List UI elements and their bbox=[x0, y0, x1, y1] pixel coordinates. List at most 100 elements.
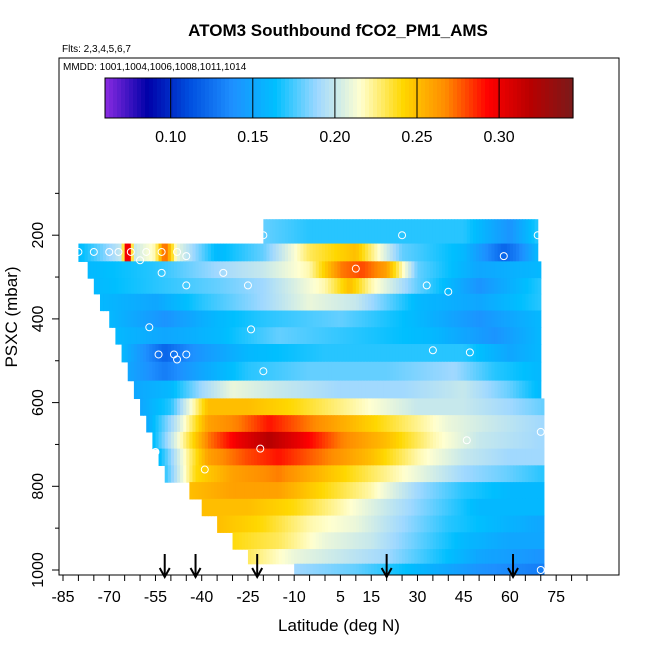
heatmap-cell bbox=[167, 465, 172, 483]
heatmap-cell bbox=[232, 515, 237, 533]
heatmap-cell bbox=[500, 482, 505, 500]
heatmap-cell bbox=[494, 219, 499, 245]
heatmap-cell bbox=[167, 278, 172, 295]
heatmap-cell bbox=[272, 415, 277, 433]
colorbar-swatch bbox=[185, 78, 190, 118]
heatmap-cell bbox=[368, 465, 372, 483]
heatmap-cell bbox=[485, 219, 489, 245]
heatmap-cell bbox=[420, 532, 425, 550]
heatmap-cell bbox=[513, 482, 517, 500]
heatmap-cell bbox=[463, 278, 468, 295]
heatmap-cell bbox=[525, 278, 530, 295]
heatmap-cell bbox=[389, 515, 394, 533]
heatmap-cell bbox=[300, 532, 305, 550]
heatmap-cell bbox=[257, 278, 261, 295]
heatmap-cell bbox=[346, 219, 351, 245]
heatmap-cell bbox=[525, 515, 530, 533]
heatmap-cell bbox=[257, 344, 261, 363]
heatmap-cell bbox=[349, 563, 354, 575]
heatmap-cell bbox=[275, 327, 280, 345]
heatmap-cell bbox=[214, 293, 218, 312]
colorbar-swatch bbox=[377, 78, 382, 118]
heatmap-cell bbox=[426, 243, 431, 262]
heatmap-cell bbox=[466, 219, 471, 245]
heatmap-cell bbox=[497, 293, 502, 312]
heatmap-cell bbox=[361, 498, 366, 517]
colorbar-tick-label: 0.25 bbox=[401, 129, 432, 146]
heatmap-cell bbox=[435, 310, 440, 328]
heatmap-cell bbox=[522, 549, 526, 565]
heatmap-cell bbox=[195, 431, 200, 450]
heatmap-cell bbox=[170, 310, 175, 328]
heatmap-cell bbox=[442, 293, 446, 312]
heatmap-cell bbox=[432, 293, 437, 312]
heatmap-cell bbox=[281, 327, 286, 345]
heatmap-cell bbox=[466, 327, 471, 345]
heatmap-cell bbox=[398, 293, 403, 312]
heatmap-cell bbox=[288, 344, 292, 363]
heatmap-cell bbox=[516, 327, 520, 345]
heatmap-cell bbox=[204, 431, 209, 450]
heatmap-cell bbox=[198, 278, 203, 295]
colorbar-swatch bbox=[209, 78, 214, 118]
heatmap-cell bbox=[300, 243, 305, 262]
heatmap-cell bbox=[485, 415, 489, 433]
heatmap-cell bbox=[439, 448, 443, 466]
heatmap-cell bbox=[266, 327, 271, 345]
heatmap-cell bbox=[269, 380, 274, 400]
heatmap-cell bbox=[534, 482, 539, 500]
heatmap-cell bbox=[278, 361, 283, 382]
heatmap-cell bbox=[263, 380, 268, 400]
heatmap-cell bbox=[143, 380, 147, 400]
heatmap-cell bbox=[469, 261, 474, 279]
heatmap-cell bbox=[315, 327, 320, 345]
colorbar-swatch bbox=[177, 78, 182, 118]
heatmap-cell bbox=[435, 563, 440, 575]
heatmap-cell bbox=[445, 448, 449, 466]
heatmap-cell bbox=[325, 261, 329, 279]
heatmap-cell bbox=[454, 431, 459, 450]
heatmap-cell bbox=[408, 532, 412, 550]
colorbar-swatch bbox=[261, 78, 266, 118]
heatmap-cell bbox=[352, 549, 357, 565]
heatmap-cell bbox=[223, 293, 227, 312]
heatmap-cell bbox=[278, 278, 283, 295]
colorbar-swatch bbox=[365, 78, 370, 118]
heatmap-cell bbox=[420, 261, 425, 279]
heatmap-cell bbox=[469, 465, 474, 483]
heatmap-cell bbox=[232, 498, 237, 517]
heatmap-cell bbox=[214, 398, 218, 416]
heatmap-cell bbox=[331, 498, 335, 517]
heatmap-cell bbox=[235, 415, 240, 433]
heatmap-cell bbox=[300, 310, 305, 328]
heatmap-cell bbox=[389, 344, 394, 363]
heatmap-cell bbox=[291, 448, 295, 466]
heatmap-cell bbox=[136, 327, 141, 345]
heatmap-cell bbox=[328, 498, 332, 517]
heatmap-cell bbox=[158, 278, 163, 295]
heatmap-cell bbox=[497, 310, 502, 328]
heatmap-cell bbox=[241, 261, 246, 279]
heatmap-cell bbox=[476, 219, 480, 245]
heatmap-cell bbox=[223, 380, 227, 400]
heatmap-cell bbox=[297, 310, 301, 328]
heatmap-cell bbox=[537, 482, 542, 500]
heatmap-cell bbox=[164, 278, 169, 295]
heatmap-cell bbox=[210, 310, 215, 328]
heatmap-cell bbox=[244, 278, 249, 295]
heatmap-cell bbox=[451, 415, 456, 433]
heatmap-cell bbox=[331, 398, 335, 416]
heatmap-cell bbox=[445, 465, 449, 483]
heatmap-cell bbox=[525, 344, 530, 363]
heatmap-cell bbox=[251, 261, 255, 279]
heatmap-cell bbox=[300, 482, 305, 500]
heatmap-cell bbox=[300, 515, 305, 533]
heatmap-cell bbox=[528, 431, 533, 450]
heatmap-cell bbox=[109, 261, 113, 279]
heatmap-cell bbox=[513, 532, 517, 550]
heatmap-cell bbox=[414, 563, 419, 575]
heatmap-cell bbox=[183, 380, 187, 400]
heatmap-cell bbox=[217, 398, 221, 416]
heatmap-cell bbox=[146, 344, 150, 363]
heatmap-cell bbox=[251, 482, 255, 500]
